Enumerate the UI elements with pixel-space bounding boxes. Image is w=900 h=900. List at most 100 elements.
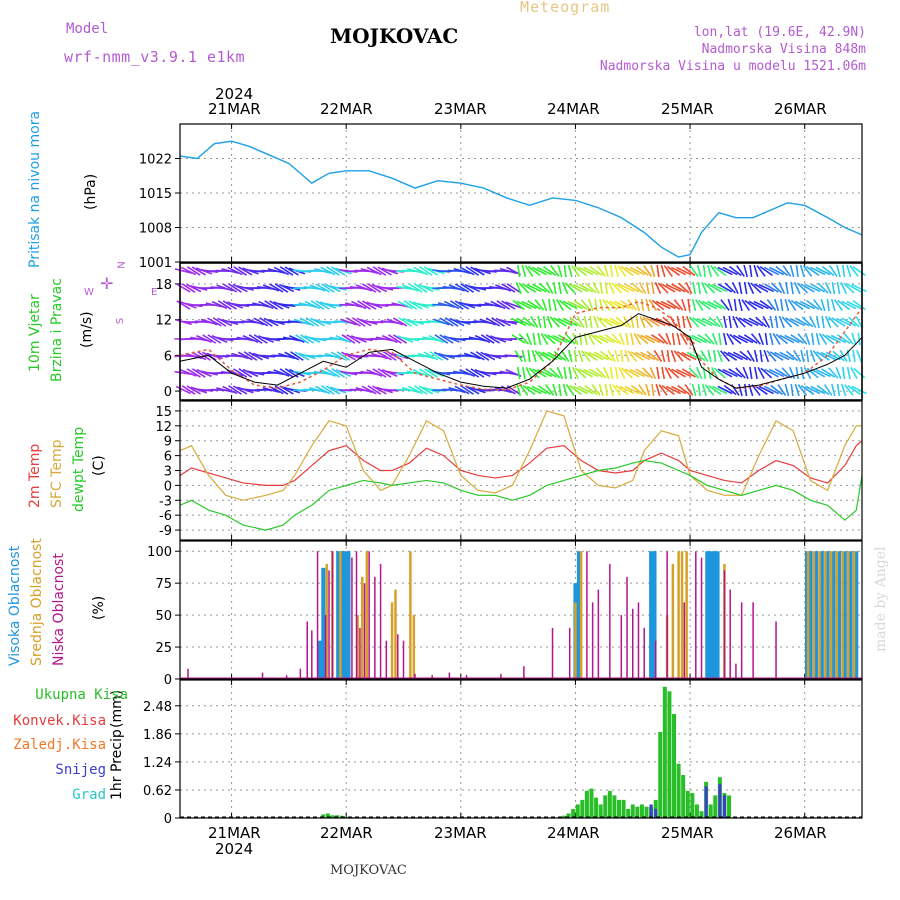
wind-barb: [585, 282, 597, 294]
wind-barb: [233, 368, 248, 378]
wind-barb: [589, 265, 603, 277]
wind-barb: [573, 385, 589, 395]
wind-barb: [207, 317, 222, 327]
wind-barb: [731, 281, 739, 295]
wind-barb: [200, 318, 218, 326]
wind-barb: [712, 385, 728, 395]
wind-barb: [531, 266, 547, 276]
wind-barb: [418, 368, 433, 378]
wind-barb: [689, 265, 699, 277]
wind-barb: [717, 385, 733, 395]
wind-barb: [707, 283, 722, 293]
wind-barb: [562, 317, 578, 327]
wind-barb: [222, 385, 238, 395]
wind-barb: [853, 367, 866, 379]
ytick-label-3-3: 75: [155, 577, 172, 592]
cloud-bar-low: [324, 615, 327, 679]
wind-barb: [702, 317, 717, 327]
wind-barb: [262, 387, 280, 393]
precip-bar-total: [566, 813, 571, 818]
cloud-bar-low: [285, 675, 288, 679]
wind-barb: [553, 317, 567, 327]
wind-barb: [726, 333, 735, 345]
wind-barb: [474, 369, 491, 377]
wind-barb: [624, 349, 630, 363]
wind-barb: [805, 283, 821, 293]
wind-barb: [753, 264, 759, 278]
cloud-bar-mid: [812, 551, 816, 679]
wind-barb: [682, 315, 686, 329]
wind-barb: [512, 299, 525, 311]
cloud-bar-low: [551, 627, 554, 679]
wind-barb: [790, 281, 794, 295]
wind-barb: [800, 349, 805, 363]
wind-barb: [673, 350, 684, 362]
precip-bar-total: [676, 763, 681, 818]
wind-barb: [490, 300, 506, 310]
wind-barb: [649, 366, 657, 380]
wind-barb: [433, 318, 450, 326]
wind-barb: [232, 283, 248, 293]
wind-barb: [697, 281, 702, 295]
wind-barb: [408, 300, 423, 310]
wind-barb: [470, 266, 485, 276]
wind-barb: [655, 300, 671, 310]
wind-barb: [516, 317, 532, 327]
wind-barb: [609, 264, 614, 278]
wind-barb: [536, 368, 553, 378]
wind-barb: [789, 264, 795, 278]
wind-barb: [470, 351, 485, 361]
bottom-year-label: 2024: [215, 840, 254, 858]
cloud-bar-low: [735, 663, 737, 679]
wind-barb: [614, 264, 620, 278]
wind-barb: [793, 281, 801, 295]
cloud-bar-low: [740, 602, 743, 679]
wind-barb: [747, 281, 755, 295]
wind-barb: [226, 369, 244, 377]
wind-barb: [852, 266, 866, 276]
wind-barb: [576, 316, 585, 328]
wind-barb: [572, 283, 589, 293]
wind-barb: [314, 268, 332, 274]
wind-barb: [567, 300, 584, 310]
wind-barb: [735, 316, 746, 328]
wind-barb: [202, 334, 217, 344]
legend-total-precip: Ukupna Kisa: [35, 687, 128, 703]
wind-barb: [785, 317, 800, 327]
wind-barb: [778, 315, 785, 329]
wind-barb: [758, 385, 774, 395]
wind-barb: [403, 300, 418, 310]
wind-barb: [634, 351, 651, 361]
wind-barb: [784, 298, 790, 312]
wind-barb: [743, 317, 759, 327]
wind-barb: [614, 283, 629, 293]
wind-barb: [640, 351, 656, 361]
precip-bar-total: [667, 691, 672, 818]
wind-barb: [851, 283, 867, 293]
wind-barb: [372, 385, 387, 395]
wind-barb: [774, 351, 790, 361]
ytick-label-1-0: 0: [164, 385, 172, 400]
wind-barb: [631, 282, 644, 294]
wind-barb: [558, 299, 572, 311]
wind-speed-line: [179, 313, 863, 389]
wind-barb: [437, 302, 456, 308]
wind-barb: [817, 282, 829, 294]
wind-barb: [609, 383, 615, 397]
wind-barb: [267, 268, 285, 274]
wind-barb: [702, 264, 706, 278]
ytick-label-2-6: 9: [164, 435, 172, 450]
wind-barb: [676, 368, 692, 378]
wind-barb: [351, 317, 366, 327]
precip-bar-total: [321, 814, 326, 818]
wind-barb: [578, 385, 594, 395]
wind-barb: [418, 385, 434, 395]
wind-barb: [651, 383, 655, 397]
wind-barb: [222, 300, 237, 310]
wind-barb: [207, 334, 222, 344]
wind-barb: [799, 300, 816, 310]
wind-barb: [799, 264, 805, 278]
wind-barb: [800, 385, 815, 395]
wind-barb: [238, 368, 253, 378]
wind-barb: [329, 336, 347, 342]
